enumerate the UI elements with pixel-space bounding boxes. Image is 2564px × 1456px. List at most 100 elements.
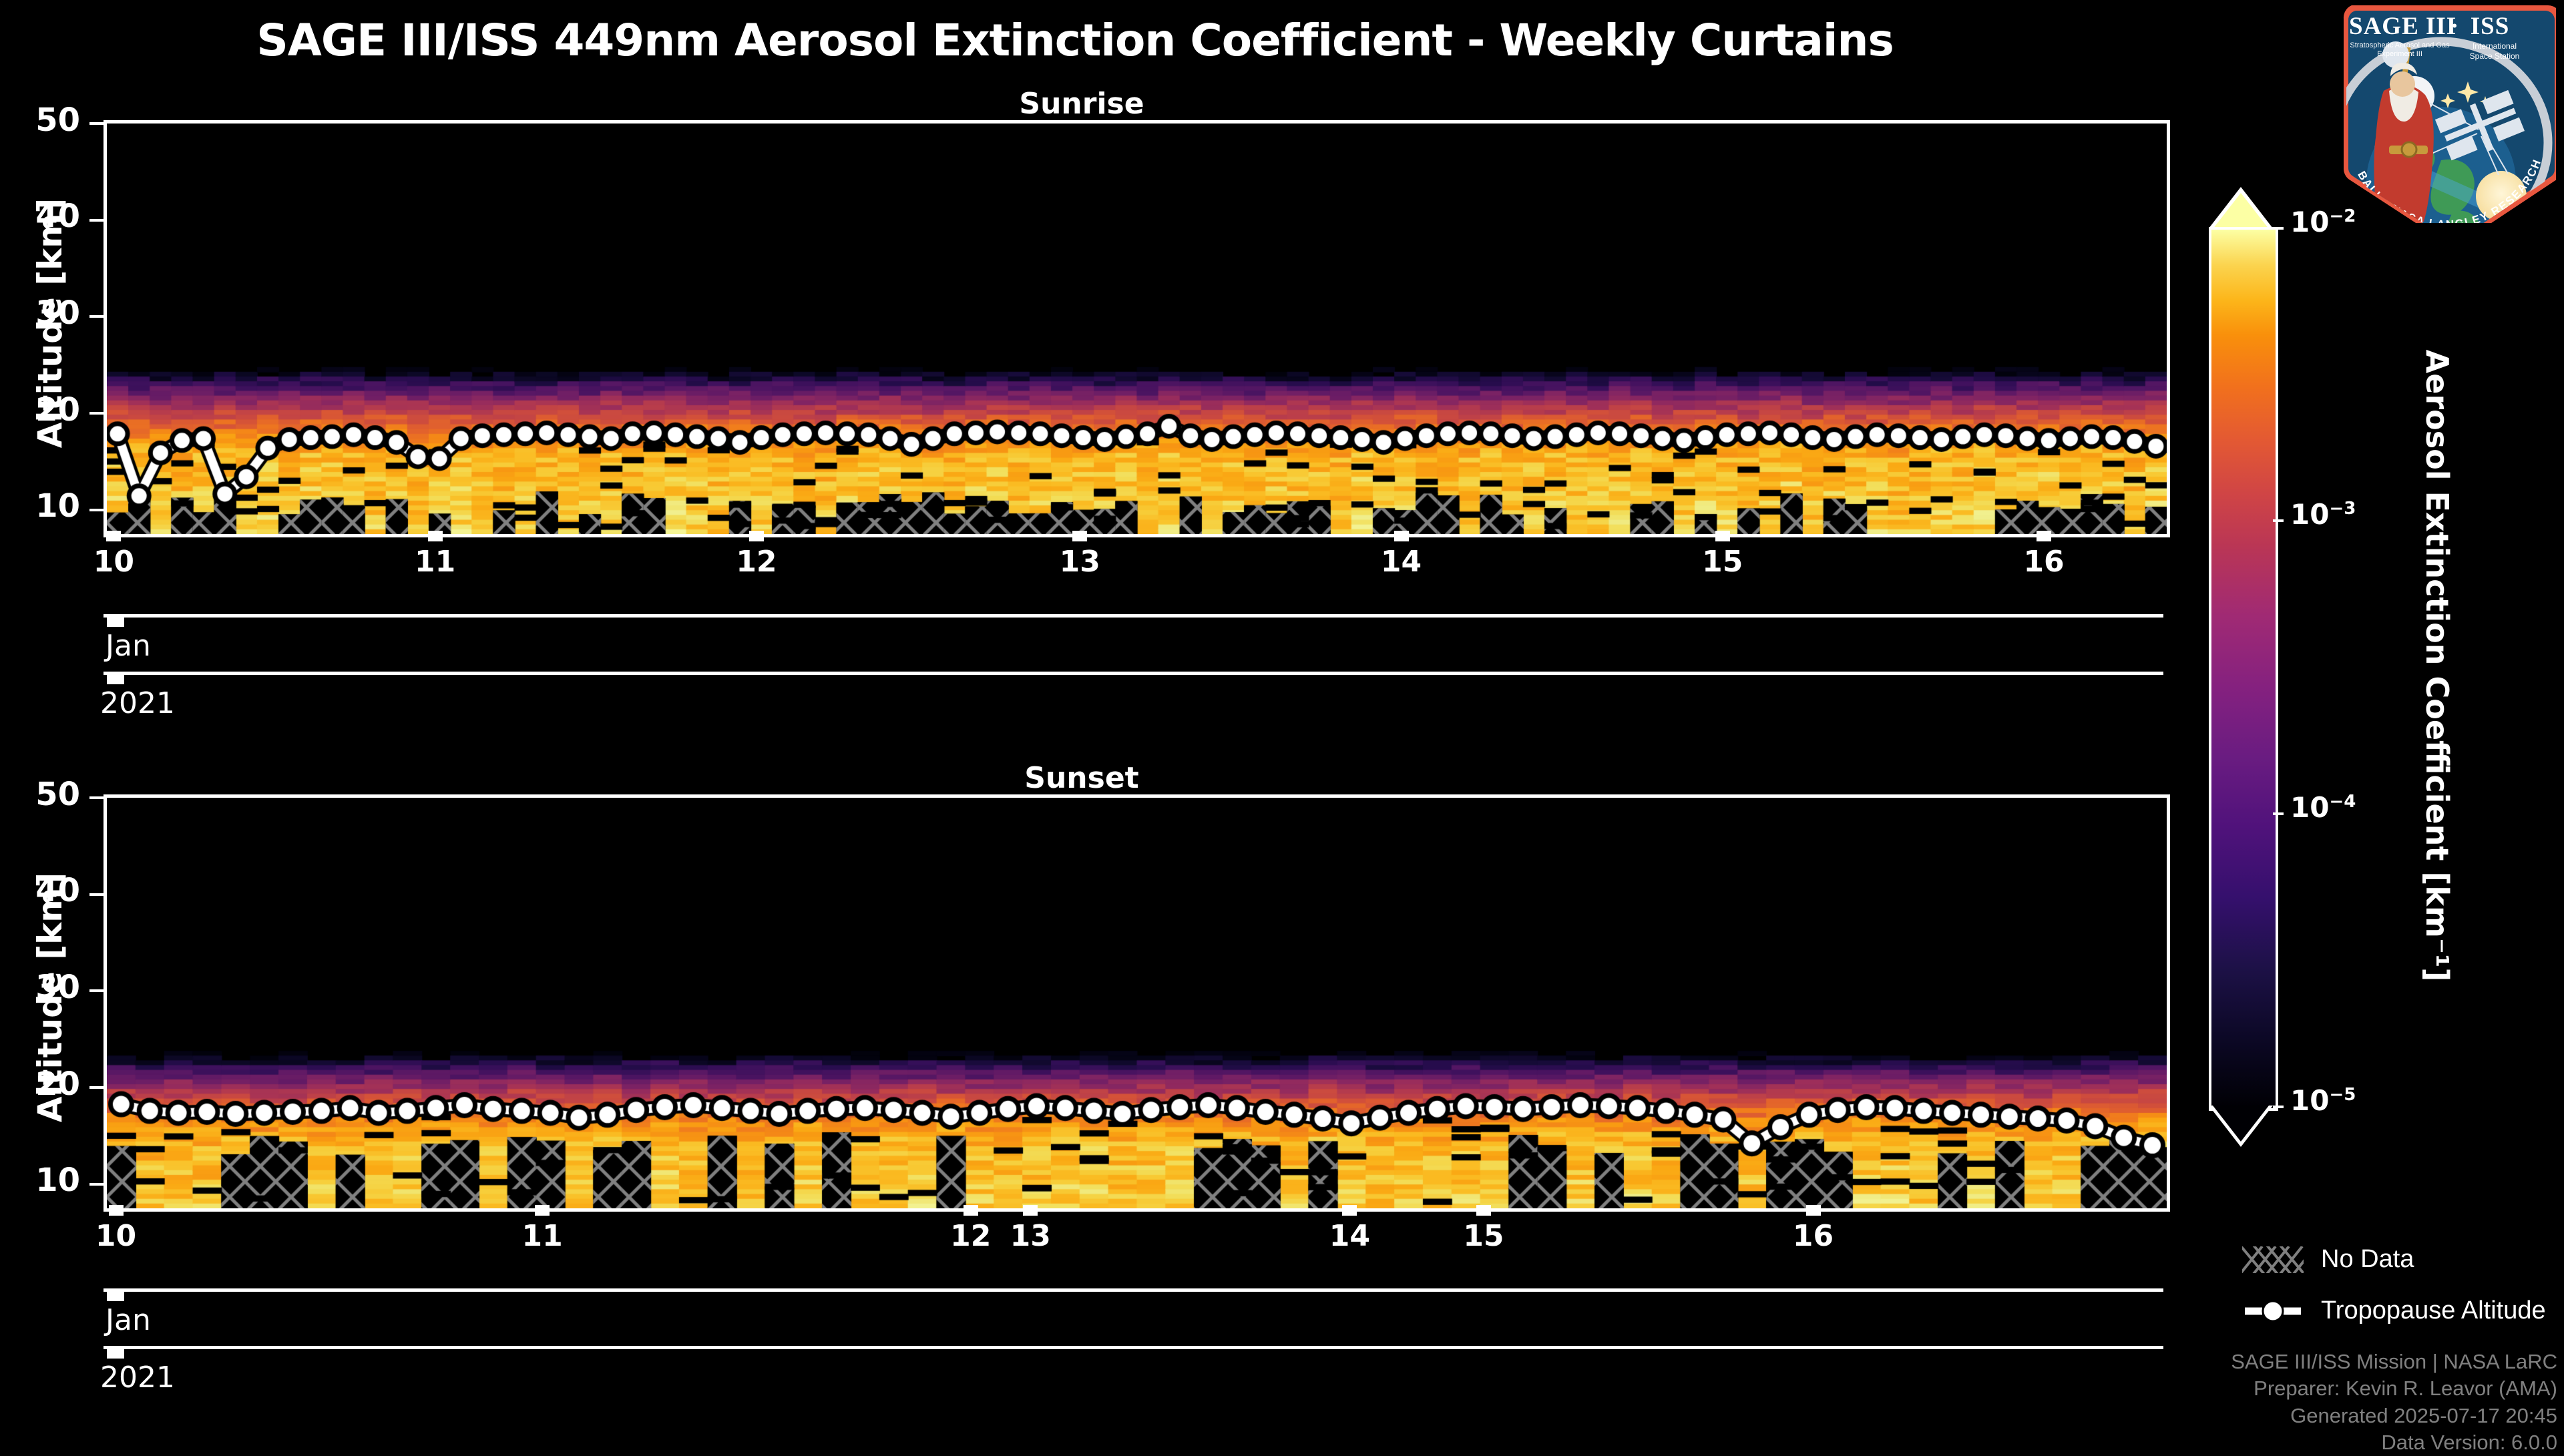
logo-face xyxy=(2390,71,2415,97)
sunrise-month-label: Jan xyxy=(105,629,151,663)
sunset-ytick-10: 10 xyxy=(35,1162,80,1199)
sunrise-ytick-mark xyxy=(89,122,104,125)
footer-line-mission: SAGE III/ISS Mission | NASA LaRC xyxy=(2231,1350,2557,1373)
sunset-xtick-label-10: 10 xyxy=(95,1219,137,1253)
sunrise-xtick-mark xyxy=(106,531,122,541)
colorbar[interactable]: 10−2 10−3 10−4 10−5 Aerosol Extinction C… xyxy=(2197,187,2477,1188)
sunrise-xtick-mark xyxy=(1072,531,1088,541)
logo-title-dot: · xyxy=(2450,13,2459,40)
hatch-swatch-icon xyxy=(2242,1246,2304,1273)
colorbar-tick-label-1e-3: 10−3 xyxy=(2290,498,2356,531)
sunset-ytick-mark xyxy=(89,796,104,799)
sunrise-month-spine-tick xyxy=(107,618,124,627)
logo-svg: BALL · NASA LANGLEY RESEARCH CENTER · TA… xyxy=(2343,5,2561,244)
sunrise-ytick-mark xyxy=(89,509,104,511)
sunset-xtick-label-12: 12 xyxy=(950,1219,992,1253)
sunset-ytick-mark xyxy=(89,893,104,896)
sunrise-xtick-mark xyxy=(1715,531,1730,541)
sunrise-xtick-label-11: 11 xyxy=(415,545,456,579)
colorbar-tick-mark xyxy=(2273,812,2284,815)
logo-subtitle-right-line2: Space Station xyxy=(2469,51,2520,61)
colorbar-axis-label: Aerosol Extinction Coefficient [km⁻¹] xyxy=(2419,349,2455,982)
sunrise-year-spine-tick xyxy=(107,675,124,684)
sunset-panel-title: Sunset xyxy=(1024,761,1139,795)
legend-item-no-data[interactable]: No Data xyxy=(2242,1245,2414,1274)
sunset-xtick-mark xyxy=(1805,1205,1821,1216)
sunset-ytick-mark xyxy=(89,1086,104,1089)
sunset-xtick-label-11: 11 xyxy=(521,1219,563,1253)
sunset-xtick-label-15: 15 xyxy=(1463,1219,1504,1253)
legend-label-tropopause: Tropopause Altitude xyxy=(2321,1296,2546,1324)
logo-orbit-arc xyxy=(2346,37,2553,240)
sunset-xtick-mark xyxy=(1023,1205,1038,1216)
sunrise-ytick-20: 20 xyxy=(35,391,80,429)
sunrise-heatmap-canvas[interactable] xyxy=(107,124,2167,534)
sunset-xtick-mark xyxy=(108,1205,124,1216)
sunset-xtick-mark xyxy=(1476,1205,1491,1216)
sunrise-xtick-label-13: 13 xyxy=(1059,545,1100,579)
sunset-xtick-label-16: 16 xyxy=(1792,1219,1834,1253)
sunrise-panel-title: Sunrise xyxy=(1019,87,1144,121)
sunset-panel: Sunset Altitude [km] 50 40 30 20 10 10 11… xyxy=(0,761,2170,1435)
sunset-year-spine-tick xyxy=(107,1349,124,1359)
logo-iss xyxy=(2422,89,2525,176)
sunrise-ytick-mark xyxy=(89,315,104,318)
colorbar-tick-label-1e-2: 10−2 xyxy=(2290,206,2356,238)
sunrise-ytick-10: 10 xyxy=(35,487,80,525)
sunset-heatmap-canvas[interactable] xyxy=(107,798,2167,1208)
sunrise-month-spine xyxy=(103,614,2163,618)
legend-item-tropopause[interactable]: Tropopause Altitude xyxy=(2242,1296,2546,1325)
line-marker-swatch-icon xyxy=(2242,1297,2304,1324)
sunrise-ytick-mark xyxy=(89,412,104,415)
sunset-year-label: 2021 xyxy=(100,1361,175,1395)
sunrise-xtick-mark xyxy=(1394,531,1409,541)
sunset-heatmap[interactable] xyxy=(103,794,2170,1212)
sunrise-ytick-mark xyxy=(89,219,104,222)
sunset-month-label: Jan xyxy=(105,1303,151,1337)
sunrise-heatmap[interactable] xyxy=(103,120,2170,537)
logo-title-right: ISS xyxy=(2470,13,2510,40)
sunset-ytick-mark xyxy=(89,1183,104,1186)
colorbar-gradient[interactable] xyxy=(2209,227,2278,1111)
sunrise-xtick-label-14: 14 xyxy=(1380,545,1422,579)
logo-subtitle-right-line1: International xyxy=(2472,41,2517,51)
sunset-ytick-mark xyxy=(89,989,104,992)
sunset-month-spine-tick xyxy=(107,1292,124,1301)
sunset-year-spine xyxy=(103,1346,2163,1349)
sunrise-xtick-label-15: 15 xyxy=(1702,545,1743,579)
colorbar-extend-top-fill xyxy=(2213,193,2269,229)
footer-line-generated: Generated 2025-07-17 20:45 xyxy=(2290,1403,2557,1427)
sunset-xtick-label-14: 14 xyxy=(1329,1219,1371,1253)
sunset-month-spine xyxy=(103,1288,2163,1292)
sunrise-xtick-mark xyxy=(749,531,764,541)
sage-iii-iss-mission-logo: BALL · NASA LANGLEY RESEARCH CENTER · TA… xyxy=(2310,3,2561,244)
sunrise-xtick-label-12: 12 xyxy=(736,545,777,579)
legend-label-no-data: No Data xyxy=(2321,1245,2414,1273)
colorbar-tick-label-1e-5: 10−5 xyxy=(2290,1084,2356,1117)
page-title: SAGE III/ISS 449nm Aerosol Extinction Co… xyxy=(256,15,1894,66)
sunset-ytick-30: 30 xyxy=(35,969,80,1006)
sunset-ytick-40: 40 xyxy=(35,872,80,909)
sunset-xtick-label-13: 13 xyxy=(1010,1219,1051,1253)
sunrise-ytick-40: 40 xyxy=(35,198,80,235)
colorbar-tick-mark xyxy=(2273,519,2284,522)
colorbar-extend-bottom-fill xyxy=(2213,1106,2269,1142)
colorbar-tick-label-1e-4: 10−4 xyxy=(2290,791,2356,824)
colorbar-tick-mark xyxy=(2273,1106,2284,1108)
sunset-xtick-mark xyxy=(963,1205,978,1216)
footer-line-preparer: Preparer: Kevin R. Leavor (AMA) xyxy=(2254,1377,2557,1401)
sunrise-panel: Sunrise Altitude [km] 50 40 30 20 10 10 1… xyxy=(0,87,2170,754)
colorbar-tick-mark xyxy=(2273,227,2284,230)
sunrise-ytick-30: 30 xyxy=(35,294,80,332)
sunrise-year-spine xyxy=(103,672,2163,675)
logo-title-left: SAGE III xyxy=(2349,13,2457,40)
sunrise-ytick-50: 50 xyxy=(35,101,80,139)
logo-atlas-figure xyxy=(2374,41,2434,227)
sunset-ytick-20: 20 xyxy=(35,1065,80,1103)
sunrise-xtick-label-10: 10 xyxy=(93,545,135,579)
sunrise-xtick-mark xyxy=(427,531,443,541)
footer-credits: SAGE III/ISS Mission | NASA LaRC Prepare… xyxy=(1890,1349,2557,1456)
sunrise-xtick-label-16: 16 xyxy=(2023,545,2065,579)
footer-line-version: Data Version: 6.0.0 xyxy=(2381,1430,2557,1454)
sunset-ytick-50: 50 xyxy=(35,776,80,813)
